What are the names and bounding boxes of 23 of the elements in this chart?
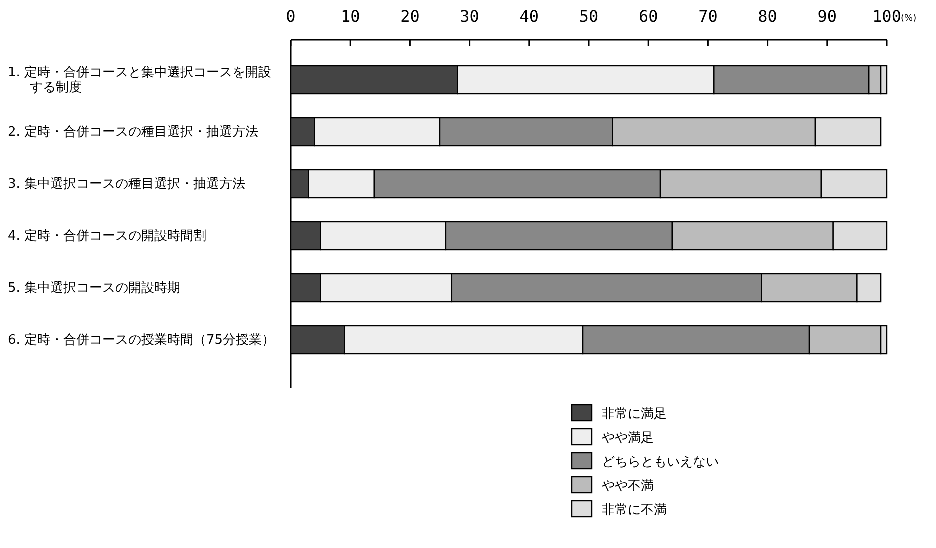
x-tick-label: 50: [579, 7, 599, 26]
x-tick-label: 60: [638, 7, 658, 26]
x-tick-label: 90: [818, 7, 838, 26]
x-tick-label: 30: [460, 7, 480, 26]
y-tick-label: 1. 定時・合併コースと集中選択コースを開設する制度: [8, 66, 272, 96]
y-tick-label: 6. 定時・合併コースの授業時間（75分授業）: [8, 333, 276, 348]
x-tick-label: 70: [698, 7, 718, 26]
legend-label: 非常に満足: [602, 407, 667, 422]
x-tick-label: 100: [872, 7, 902, 26]
x-tick-label: 40: [520, 7, 540, 26]
x-tick-label: 10: [340, 7, 360, 26]
y-tick-label: 2. 定時・合併コースの種目選択・抽選方法: [8, 124, 259, 140]
x-tick-label: 80: [758, 7, 778, 26]
legend-label: やや満足: [602, 431, 654, 446]
legend-label: どちらともいえない: [602, 455, 719, 470]
legend-label: 非常に不満: [602, 503, 667, 518]
legend-label: やや不満: [602, 479, 654, 494]
y-tick-label: 4. 定時・合併コースの開設時間割: [8, 229, 207, 244]
x-tick-label: 0: [286, 7, 296, 26]
y-tick-label: 5. 集中選択コースの開設時期: [8, 281, 181, 296]
x-tick-label: 20: [400, 7, 420, 26]
y-tick-label: 3. 集中選択コースの種目選択・抽選方法: [8, 176, 246, 192]
x-axis-title: (%): [901, 14, 917, 24]
